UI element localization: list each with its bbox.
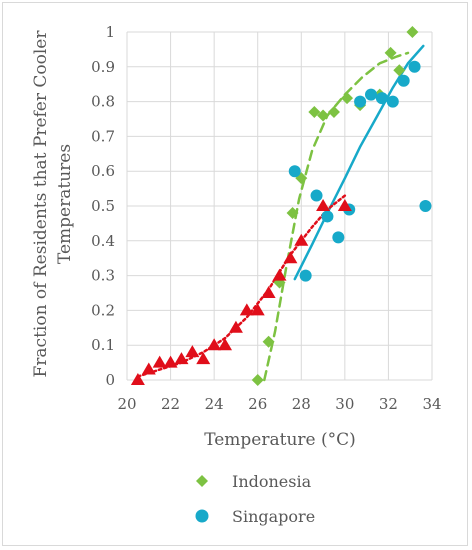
circle-marker — [310, 189, 323, 202]
y-tick-label: 0.7 — [91, 127, 115, 145]
triangle-marker — [218, 338, 233, 351]
circle-marker — [397, 74, 410, 87]
triangle-marker — [283, 251, 298, 264]
y-tick-label: 0.4 — [91, 232, 115, 250]
y-axis-title-line1: Fraction of Residents that Prefer Cooler — [31, 30, 51, 378]
x-tick-label: 22 — [161, 395, 180, 413]
diamond-marker — [327, 106, 340, 119]
x-axis-title: Temperature (°C) — [204, 430, 356, 450]
y-tick-label: 0.2 — [91, 301, 115, 319]
triangle-marker — [272, 268, 287, 281]
y-axis-title-line2: Temperatures — [55, 144, 75, 264]
circle-marker — [386, 95, 399, 108]
circle-marker — [288, 165, 301, 178]
x-tick-label: 26 — [248, 395, 267, 413]
y-tick-label: 1 — [105, 23, 115, 41]
triangle-marker — [316, 199, 331, 211]
triangle-marker — [337, 199, 352, 211]
circle-marker — [332, 231, 345, 244]
circle-marker — [321, 210, 334, 223]
circle-marker — [365, 88, 377, 101]
x-tick-label: 28 — [292, 395, 311, 413]
data-markers — [130, 26, 432, 386]
circle-marker — [408, 60, 421, 73]
triangle-marker — [196, 352, 211, 365]
x-tick-label: 20 — [117, 395, 136, 413]
triangle-marker — [261, 286, 276, 298]
circle-marker — [375, 92, 388, 105]
y-tick-labels: 0 0.1 0.2 0.3 0.4 0.5 0.6 0.7 0.8 0.9 1 — [91, 23, 115, 389]
diamond-marker — [406, 26, 419, 38]
diamond-marker — [262, 335, 275, 348]
legend-item-singapore: Singapore — [195, 507, 315, 526]
x-tick-labels: 20 22 24 26 28 30 32 34 — [117, 395, 441, 413]
triangle-marker — [185, 345, 200, 358]
diamond-marker — [341, 92, 354, 105]
x-tick-label: 24 — [205, 395, 224, 413]
triangle-marker — [174, 352, 189, 365]
y-tick-label: 0.8 — [91, 93, 115, 111]
diamond-marker — [384, 46, 397, 59]
diamond-marker — [393, 64, 406, 77]
circle-marker — [354, 95, 367, 108]
triangle-marker — [250, 303, 265, 316]
triangle-marker — [141, 362, 156, 375]
y-tick-label: 0.9 — [91, 58, 115, 76]
y-tick-label: 0.1 — [91, 336, 115, 354]
legend: Indonesia Singapore — [195, 472, 315, 526]
diamond-marker — [317, 109, 330, 122]
x-tick-label: 34 — [422, 395, 441, 413]
legend-item-indonesia: Indonesia — [196, 472, 312, 491]
legend-circle-icon — [195, 509, 209, 523]
diamond-marker — [308, 106, 321, 119]
x-tick-label: 32 — [379, 395, 398, 413]
legend-label-indonesia: Indonesia — [232, 472, 312, 491]
y-tick-label: 0.5 — [91, 197, 115, 215]
diamond-marker — [286, 206, 299, 219]
legend-diamond-icon — [196, 475, 208, 487]
x-tick-label: 30 — [335, 395, 354, 413]
triangle-marker — [239, 303, 254, 316]
triangle-marker — [130, 373, 145, 385]
triangle-marker — [163, 355, 178, 368]
triangle-marker — [152, 355, 167, 368]
y-tick-label: 0 — [105, 371, 115, 389]
triangle-marker — [294, 233, 309, 246]
y-tick-label: 0.6 — [91, 162, 115, 180]
trendline-series-2 — [136, 194, 347, 378]
legend-label-singapore: Singapore — [232, 507, 315, 526]
circle-marker — [299, 269, 312, 282]
triangle-marker — [228, 320, 243, 333]
grid-lines — [126, 31, 433, 381]
y-tick-label: 0.3 — [91, 267, 115, 285]
circle-marker — [419, 200, 432, 212]
triangle-marker — [207, 338, 222, 351]
diamond-marker — [251, 374, 264, 386]
